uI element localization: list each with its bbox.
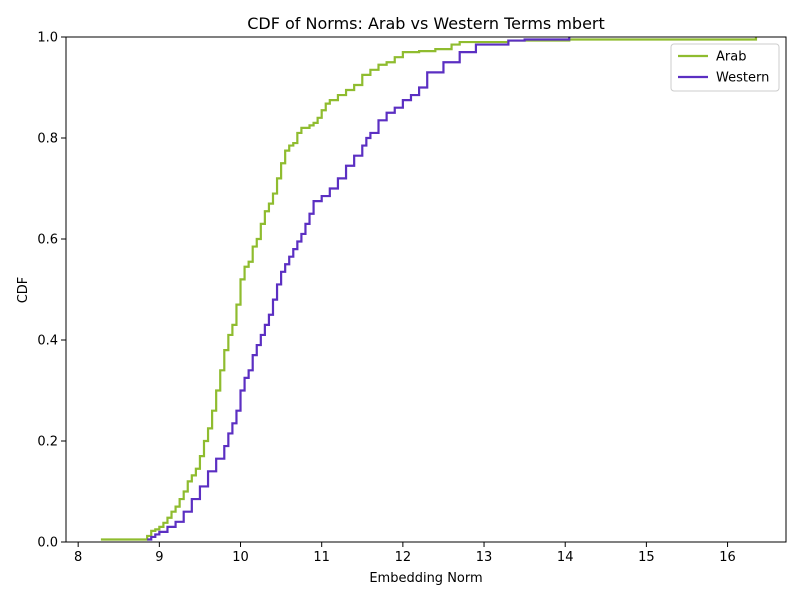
- legend: Arab Western: [670, 43, 780, 92]
- x-axis-title: Embedding Norm: [369, 571, 482, 586]
- x-tick-label: 15: [638, 550, 655, 565]
- x-tick-label: 12: [395, 550, 412, 565]
- x-tick-label: 13: [476, 550, 493, 565]
- x-axis: 8 9 10 11 12 13 14 15 16: [74, 542, 736, 565]
- legend-label-western: Western: [716, 71, 769, 86]
- y-tick-label: 0.8: [37, 132, 58, 147]
- x-tick-label: 11: [313, 550, 330, 565]
- legend-label-arab: Arab: [716, 50, 746, 65]
- series-layer: [100, 37, 758, 541]
- x-tick-label: 9: [155, 550, 163, 565]
- y-tick-label: 0.6: [37, 233, 58, 248]
- y-axis: 0.0 0.2 0.4 0.6 0.8 1.0: [37, 31, 66, 551]
- y-axis-title: CDF: [16, 277, 31, 304]
- series-line-western: [147, 37, 571, 541]
- y-tick-label: 1.0: [37, 31, 58, 46]
- plot-border: [65, 36, 787, 543]
- x-tick-label: 8: [74, 550, 82, 565]
- y-tick-label: 0.2: [37, 435, 58, 450]
- x-tick-label: 14: [557, 550, 574, 565]
- plot-area: [65, 36, 787, 543]
- plot-background: [66, 37, 786, 542]
- y-tick-label: 0.0: [37, 536, 58, 551]
- series-line-arab: [100, 37, 758, 541]
- x-tick-label: 16: [719, 550, 736, 565]
- y-tick-label: 0.4: [37, 334, 58, 349]
- x-tick-label: 10: [232, 550, 249, 565]
- chart-title: CDF of Norms: Arab vs Western Terms mber…: [247, 14, 605, 33]
